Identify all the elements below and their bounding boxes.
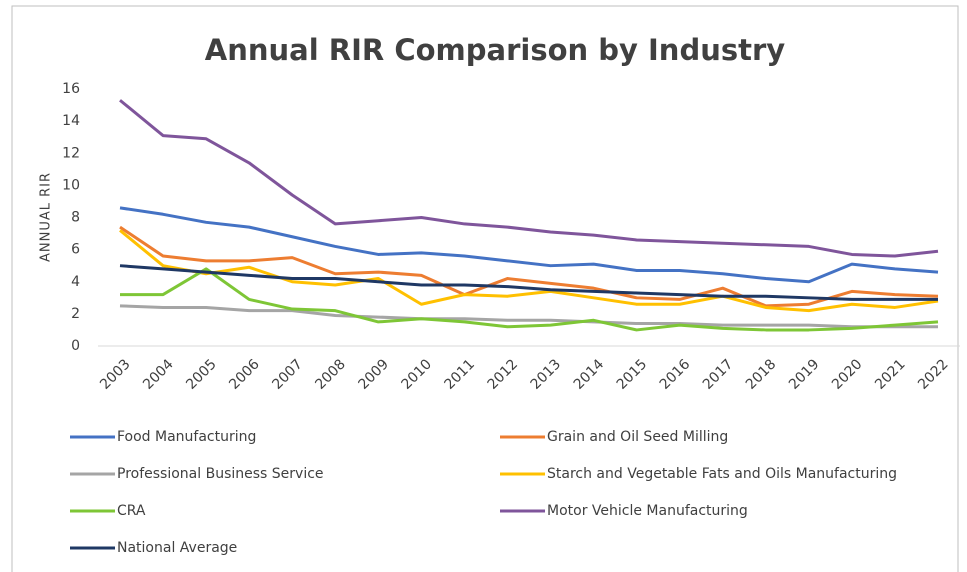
- x-tick-label: 2006: [226, 356, 263, 393]
- chart-frame: [11, 5, 959, 572]
- x-tick-label: 2020: [829, 356, 866, 393]
- y-tick-label: 16: [62, 81, 80, 97]
- series-line: [120, 267, 939, 332]
- y-tick-label: 8: [71, 210, 80, 226]
- series-line: [119, 304, 938, 329]
- y-tick-label: 2: [71, 306, 80, 322]
- x-tick-label: 2016: [657, 356, 694, 393]
- x-tick-label: 2018: [743, 356, 780, 393]
- x-tick-label: 2009: [355, 356, 392, 393]
- y-tick-label: 0: [71, 338, 80, 354]
- x-tick-label: 2013: [528, 356, 565, 393]
- x-tick-label: 2011: [442, 356, 479, 393]
- x-tick-label: 2014: [571, 356, 608, 393]
- legend-label: Starch and Vegetable Fats and Oils Manuf…: [547, 466, 897, 482]
- x-tick-label: 2007: [269, 356, 306, 393]
- x-tick-label: 2017: [700, 356, 737, 393]
- series-line: [119, 264, 938, 301]
- x-tick-label: 2012: [485, 356, 522, 393]
- series-line: [119, 229, 939, 313]
- x-tick-label: 2004: [140, 356, 177, 393]
- chart-title: Annual RIR Comparison by Industry: [205, 33, 785, 67]
- legend-label: CRA: [117, 503, 146, 519]
- x-tick-label: 2021: [872, 356, 909, 393]
- y-tick-label: 6: [71, 242, 80, 258]
- y-tick-label: 14: [62, 113, 80, 129]
- series-line: [119, 206, 939, 284]
- y-axis-label: ANNUAL RIR: [39, 172, 54, 262]
- y-tick-label: 10: [62, 177, 80, 193]
- x-tick-label: 2022: [915, 356, 952, 393]
- legend-label: Food Manufacturing: [117, 429, 256, 445]
- legend-label: Professional Business Service: [117, 466, 324, 482]
- x-tick-label: 2005: [183, 356, 220, 393]
- x-tick-label: 2015: [614, 356, 651, 393]
- legend-label: Grain and Oil Seed Milling: [547, 429, 728, 445]
- y-tick-label: 12: [62, 145, 80, 161]
- y-tick-label: 4: [71, 274, 80, 290]
- series-line: [119, 225, 939, 308]
- series-line: [119, 99, 939, 258]
- legend-label: Motor Vehicle Manufacturing: [547, 503, 748, 519]
- x-tick-label: 2010: [399, 356, 436, 393]
- x-tick-label: 2019: [786, 356, 823, 393]
- x-tick-label: 2003: [97, 356, 134, 393]
- x-tick-label: 2008: [312, 356, 349, 393]
- legend-label: National Average: [117, 540, 237, 556]
